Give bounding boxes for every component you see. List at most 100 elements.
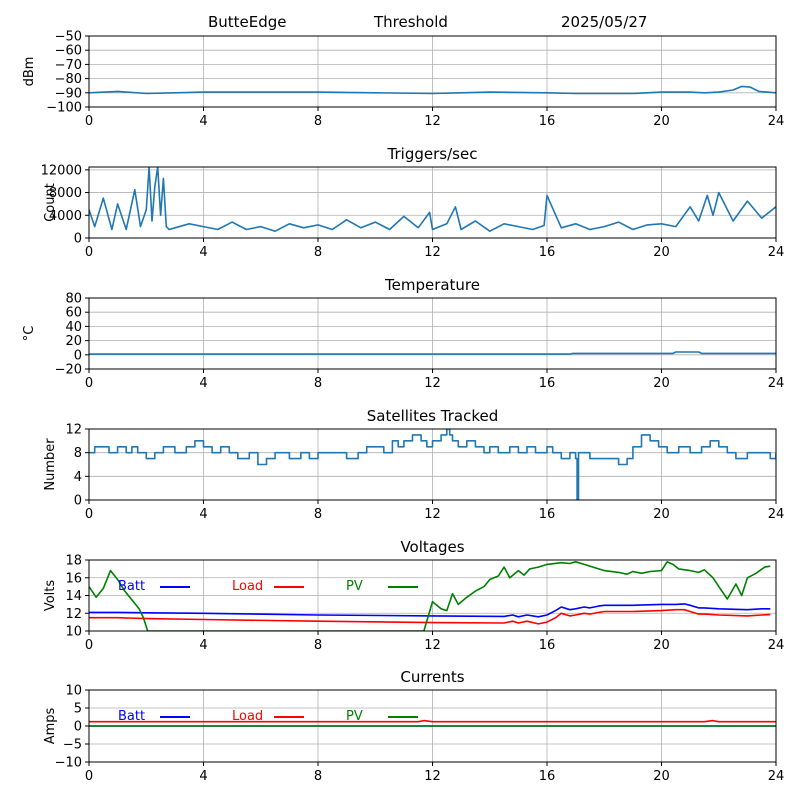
x-tick-label: 20: [653, 245, 670, 260]
legend-label: Batt: [118, 579, 145, 594]
series-line-1: [89, 429, 776, 500]
y-tick-label: 0: [74, 494, 82, 509]
y-tick-label: 12: [65, 423, 82, 438]
x-tick-label: 24: [768, 769, 785, 784]
x-tick-label: 8: [314, 114, 322, 129]
x-tick-label: 12: [424, 376, 441, 391]
series-line-1: [89, 85, 776, 95]
header-date: 2025/05/27: [561, 13, 647, 31]
y-axis-label: Amps: [43, 707, 58, 744]
y-tick-label: 0: [74, 232, 82, 247]
x-tick-label: 4: [199, 376, 207, 391]
chart-panel-5: 0 4 8 12 16 20 24 10 12 14 16 18 Voltages Volts Batt Lo…: [43, 538, 784, 653]
y-axis-label: Count: [43, 183, 58, 222]
x-tick-label: 20: [653, 638, 670, 653]
x-tick-label: 24: [768, 507, 785, 522]
chart-panel-1: 0 4 8 12 16 20 24 −100−90−80−70−60−50 dBm: [22, 30, 784, 130]
x-tick-label: 0: [85, 638, 93, 653]
x-tick-label: 8: [314, 769, 322, 784]
x-tick-label: 0: [85, 114, 93, 129]
chart-title: Temperature: [384, 276, 480, 294]
x-tick-label: 12: [424, 507, 441, 522]
header-mode: Threshold: [373, 13, 448, 31]
x-tick-label: 24: [768, 376, 785, 391]
y-tick-label: −10: [55, 756, 82, 771]
series-line-batt: [89, 603, 771, 618]
x-tick-label: 0: [85, 245, 93, 260]
y-tick-label: 0: [74, 720, 82, 735]
y-tick-label: 14: [65, 589, 82, 604]
y-tick-label: 5: [74, 702, 82, 717]
x-tick-label: 20: [653, 376, 670, 391]
y-axis-label: °C: [22, 326, 37, 342]
legend-label: PV: [346, 579, 363, 594]
header-site: ButteEdge: [208, 13, 287, 31]
series-line-load: [89, 608, 771, 625]
y-tick-label: −100: [46, 101, 82, 116]
y-tick-label: −50: [55, 30, 82, 45]
x-tick-label: 0: [85, 507, 93, 522]
y-axis-label: dBm: [22, 57, 37, 87]
x-tick-label: 20: [653, 507, 670, 522]
y-tick-label: 16: [65, 571, 82, 586]
y-axis-label: Volts: [43, 580, 58, 612]
x-tick-label: 16: [539, 638, 556, 653]
x-tick-label: 4: [199, 114, 207, 129]
x-tick-label: 16: [539, 245, 556, 260]
y-tick-label: 40: [65, 320, 82, 335]
chart-panel-4: 0 4 8 12 16 20 24 0 4 8 12 Satellites Tracked Number: [43, 407, 784, 522]
y-tick-label: 20: [65, 334, 82, 349]
chart-panel-6: 0 4 8 12 16 20 24 −10 −5 0 5 10 Currents Amps Batt Load…: [43, 668, 784, 784]
chart-panel-2: 0 4 8 12 16 20 24 0 4000 8000 12000 Triggers/sec Cou…: [41, 145, 785, 260]
x-tick-label: 24: [768, 114, 785, 129]
y-tick-label: −60: [55, 44, 82, 59]
legend-label: PV: [346, 709, 363, 724]
x-tick-label: 20: [653, 769, 670, 784]
x-tick-label: 8: [314, 376, 322, 391]
y-tick-label: −80: [55, 72, 82, 87]
y-tick-label: 8000: [49, 186, 82, 201]
x-tick-label: 24: [768, 245, 785, 260]
y-tick-label: 60: [65, 306, 82, 321]
y-axis-label: Number: [43, 438, 58, 491]
x-tick-label: 12: [424, 769, 441, 784]
y-tick-label: 8: [74, 446, 82, 461]
x-tick-label: 4: [199, 245, 207, 260]
series-line-load: [89, 719, 776, 723]
chart-title: Voltages: [400, 538, 464, 556]
legend-label: Batt: [118, 709, 145, 724]
y-tick-label: 12: [65, 607, 82, 622]
y-tick-label: 0: [74, 348, 82, 363]
x-tick-label: 4: [199, 769, 207, 784]
chart-title: Currents: [400, 668, 464, 686]
series-line-pv: [89, 560, 771, 631]
x-tick-label: 12: [424, 638, 441, 653]
x-tick-label: 24: [768, 638, 785, 653]
y-tick-label: −90: [55, 86, 82, 101]
y-tick-label: 10: [65, 684, 82, 699]
y-tick-label: −20: [55, 363, 82, 378]
x-tick-label: 4: [199, 638, 207, 653]
y-tick-label: 4: [74, 470, 82, 485]
x-tick-label: 20: [653, 114, 670, 129]
x-tick-label: 16: [539, 769, 556, 784]
x-tick-label: 16: [539, 376, 556, 391]
y-tick-label: 18: [65, 554, 82, 569]
chart-title: Triggers/sec: [387, 145, 478, 163]
legend-label: Load: [232, 709, 263, 724]
y-tick-label: 4000: [49, 209, 82, 224]
x-tick-label: 8: [314, 507, 322, 522]
y-tick-label: 12000: [41, 163, 82, 178]
y-tick-label: −5: [63, 738, 82, 753]
x-tick-label: 8: [314, 245, 322, 260]
x-tick-label: 12: [424, 114, 441, 129]
x-tick-label: 12: [424, 245, 441, 260]
series-line-1: [89, 351, 776, 355]
chart-title: Satellites Tracked: [367, 407, 498, 425]
y-tick-label: −70: [55, 58, 82, 73]
x-tick-label: 0: [85, 769, 93, 784]
x-tick-label: 16: [539, 114, 556, 129]
x-tick-label: 4: [199, 507, 207, 522]
